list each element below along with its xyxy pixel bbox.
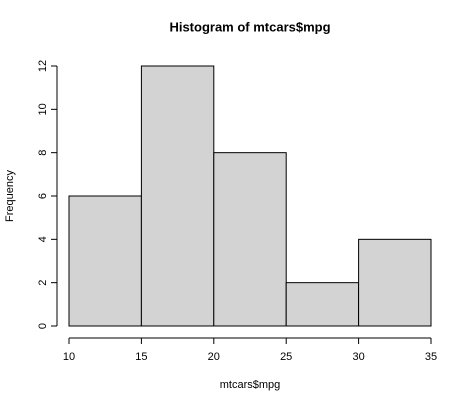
bar bbox=[358, 238, 432, 327]
y-tick-label: 12 bbox=[37, 60, 49, 72]
x-tick-label: 20 bbox=[208, 351, 220, 363]
y-tick-label: 6 bbox=[37, 193, 49, 199]
x-axis-label: mtcars$mpg bbox=[220, 379, 281, 391]
x-tick-label: 10 bbox=[63, 351, 75, 363]
x-tick-label: 25 bbox=[280, 351, 292, 363]
chart-title: Histogram of mtcars$mpg bbox=[169, 19, 330, 34]
y-axis-label: Frequency bbox=[4, 170, 16, 222]
x-tick-label: 30 bbox=[352, 351, 364, 363]
y-tick-label: 0 bbox=[37, 323, 49, 329]
bar bbox=[285, 282, 360, 327]
y-tick-label: 4 bbox=[37, 236, 49, 242]
x-tick-label: 35 bbox=[425, 351, 437, 363]
y-tick-label: 2 bbox=[37, 280, 49, 286]
x-tick-label: 15 bbox=[135, 351, 147, 363]
bar bbox=[140, 65, 215, 327]
y-tick-label: 8 bbox=[37, 150, 49, 156]
bar bbox=[68, 195, 142, 327]
bar bbox=[213, 152, 287, 327]
y-tick-label: 10 bbox=[37, 103, 49, 115]
